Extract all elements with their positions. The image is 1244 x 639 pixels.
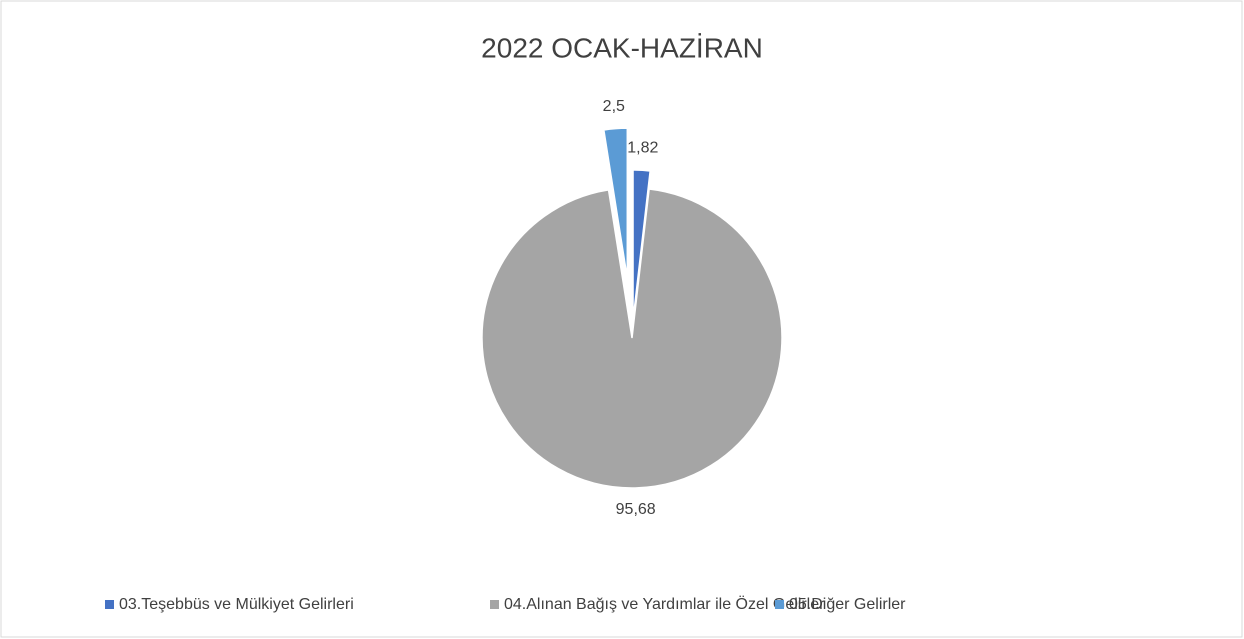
legend-label: 04.Alınan Bağış ve Yardımlar ile Özel Ge… bbox=[504, 595, 825, 613]
legend-swatch bbox=[775, 600, 784, 609]
legend-swatch bbox=[490, 600, 499, 609]
pie-slice bbox=[632, 169, 651, 321]
pie-slice bbox=[602, 127, 629, 279]
data-label: 2,5 bbox=[603, 98, 625, 115]
legend-swatch bbox=[105, 600, 114, 609]
data-label: 1,82 bbox=[627, 140, 658, 157]
data-label: 95,68 bbox=[616, 501, 656, 518]
chart-title: 2022 OCAK-HAZİRAN bbox=[481, 32, 763, 63]
legend-label: 03.Teşebbüs ve Mülkiyet Gelirleri bbox=[119, 596, 354, 613]
pie-slice bbox=[481, 188, 783, 489]
legend-label: 05.Diğer Gelirler bbox=[789, 596, 906, 613]
